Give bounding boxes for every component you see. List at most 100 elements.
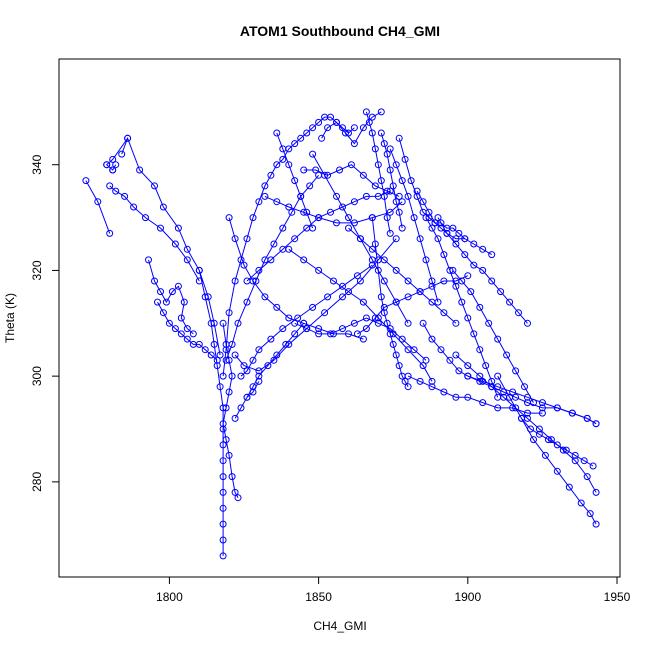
data-point: [452, 319, 460, 327]
data-point: [386, 208, 394, 216]
data-point: [291, 177, 299, 185]
data-point: [109, 166, 117, 174]
data-point: [392, 161, 400, 169]
data-point: [121, 192, 129, 200]
data-point: [183, 245, 191, 253]
data-point: [255, 367, 263, 375]
data-point: [243, 298, 251, 306]
data-point: [219, 372, 227, 380]
data-point: [538, 409, 546, 417]
data-point: [118, 150, 126, 158]
data-point: [291, 235, 299, 243]
data-point: [359, 171, 367, 179]
series-line: [389, 148, 439, 303]
data-point: [443, 229, 451, 237]
data-point: [422, 256, 430, 264]
series-segment-34: [518, 414, 597, 470]
y-tick-label: 280: [30, 472, 44, 492]
data-point: [416, 288, 424, 296]
data-point: [425, 208, 433, 216]
data-point: [195, 266, 203, 274]
data-point: [231, 277, 239, 285]
data-point: [297, 134, 305, 142]
data-point: [219, 504, 227, 512]
data-point: [449, 266, 457, 274]
series-segment-5: [154, 298, 221, 364]
data-point: [395, 362, 403, 370]
data-point: [237, 372, 245, 380]
x-tick-label: 1850: [305, 590, 332, 604]
data-point: [416, 377, 424, 385]
series-line: [148, 259, 194, 335]
data-point: [273, 129, 281, 137]
data-point: [151, 277, 158, 285]
data-point: [273, 198, 281, 206]
data-point: [336, 166, 343, 174]
data-point: [243, 235, 251, 243]
data-point: [479, 399, 487, 407]
series-segment-3: [106, 182, 203, 285]
data-point: [452, 235, 460, 243]
data-point: [374, 161, 382, 169]
data-point: [222, 404, 230, 412]
series-line: [225, 174, 319, 361]
data-point: [345, 288, 352, 296]
data-point: [291, 330, 299, 338]
data-point: [371, 240, 379, 248]
data-point: [228, 340, 236, 348]
data-point: [345, 330, 352, 338]
data-point: [592, 420, 600, 428]
data-point: [303, 129, 311, 137]
data-point: [315, 266, 323, 274]
data-point: [571, 451, 579, 459]
data-point: [512, 367, 520, 375]
data-point: [324, 124, 332, 132]
data-point: [350, 198, 358, 206]
data-point: [109, 155, 117, 163]
data-point: [183, 256, 191, 264]
data-point: [321, 171, 329, 179]
data-point: [494, 335, 502, 343]
data-point: [568, 409, 576, 417]
data-point: [521, 383, 528, 391]
data-point: [219, 552, 227, 560]
series-segment-4: [145, 256, 197, 338]
data-point: [515, 309, 522, 317]
data-point: [249, 356, 257, 364]
data-point: [225, 388, 233, 396]
data-point: [249, 388, 257, 396]
data-point: [410, 346, 418, 354]
data-point: [488, 251, 496, 259]
series-line: [452, 270, 534, 403]
data-point: [339, 282, 346, 290]
data-point: [455, 367, 463, 375]
data-point: [419, 362, 427, 370]
data-point: [538, 399, 546, 407]
data-point: [124, 134, 132, 142]
data-point: [434, 235, 442, 243]
data-point: [404, 319, 412, 327]
data-point: [189, 330, 197, 338]
data-point: [291, 319, 299, 327]
data-point: [168, 288, 176, 296]
data-series: [82, 108, 600, 560]
data-point: [309, 150, 317, 158]
data-point: [592, 520, 600, 528]
data-point: [255, 346, 263, 354]
data-point: [413, 187, 421, 195]
data-point: [240, 261, 248, 269]
series-segment-17: [362, 108, 394, 237]
data-point: [347, 161, 355, 169]
data-point: [309, 224, 317, 232]
data-point: [353, 330, 361, 338]
data-point: [359, 298, 367, 306]
series-line: [246, 322, 305, 398]
data-point: [524, 393, 531, 401]
series-line: [105, 138, 129, 171]
data-point: [452, 282, 460, 290]
data-point: [261, 192, 269, 200]
data-point: [219, 520, 227, 528]
data-point: [219, 319, 227, 327]
data-point: [386, 145, 394, 153]
data-point: [476, 346, 484, 354]
